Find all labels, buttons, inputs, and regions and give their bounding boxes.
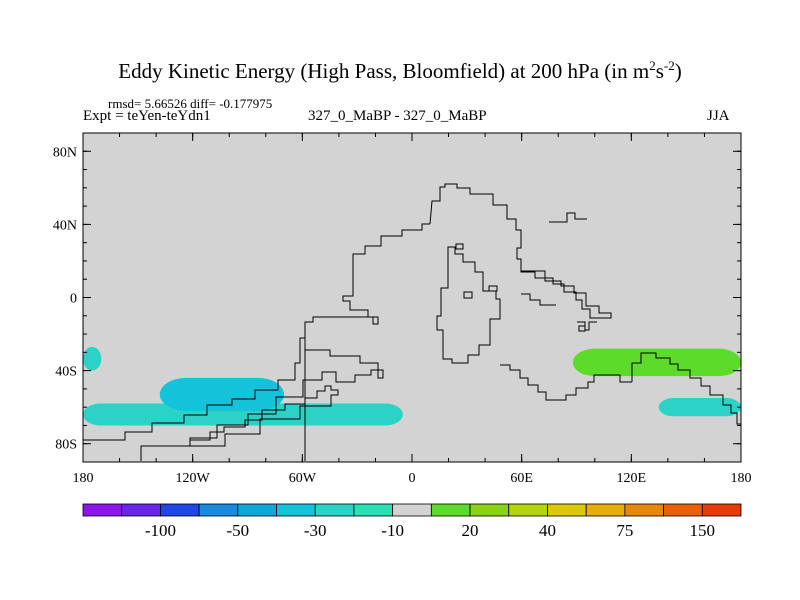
coastline-antarctica-east (631, 352, 741, 425)
y-tick-label: 0 (70, 292, 77, 307)
plot-area: 80N 40N 0 40S 80S 180 120W 60W 0 60E 120E 180 (53, 132, 752, 486)
colorbar-label: -30 (304, 521, 327, 540)
y-tick-label: 80S (55, 438, 77, 453)
chart-title: Eddy Kinetic Energy (High Pass, Bloomfie… (118, 58, 682, 83)
coastline-antarctic-inner (189, 385, 339, 447)
colorbar-swatch (276, 503, 316, 517)
coastlines (83, 183, 741, 461)
x-tick-label: 60W (289, 471, 317, 486)
y-tick-label: 40S (55, 365, 77, 380)
y-axis: 80N 40N 0 40S 80S (53, 145, 741, 453)
colorbar-swatch (469, 503, 510, 517)
colorbar-swatch (701, 503, 742, 517)
colorbar-swatch (585, 503, 626, 517)
colorbar-swatch (314, 503, 355, 517)
coastline-south-america (304, 223, 430, 461)
x-tick-label: 180 (731, 471, 752, 486)
field-region-0 (83, 403, 403, 426)
colorbar-swatch (508, 503, 548, 517)
colorbar-label: -50 (226, 521, 249, 540)
season-label: JJA (707, 108, 730, 124)
x-tick-label: 180 (73, 471, 94, 486)
colorbar-label: -100 (145, 521, 176, 540)
coastline-antarctica-west (500, 364, 632, 401)
colorbar-label: 75 (616, 521, 633, 540)
field-region-1 (159, 377, 285, 411)
coastline-asia-north (549, 212, 587, 223)
run-label: 327_0_MaBP - 327_0_MaBP (308, 108, 487, 124)
coastline-arabia (521, 293, 556, 306)
coastline-africa-south (436, 246, 501, 364)
x-tick-label: 60E (510, 471, 533, 486)
coastline-india (577, 321, 597, 331)
colorbar: -100 -50 -30 -10 20 40 75 150 (82, 503, 742, 540)
x-tick-label: 120W (176, 471, 211, 486)
colorbar-swatch (547, 503, 587, 517)
field-region-4 (658, 398, 741, 417)
colorbar-swatch (198, 503, 239, 517)
x-axis: 180 120W 60W 0 60E 120E 180 (73, 133, 752, 486)
colorbar-label: 20 (462, 521, 479, 540)
colorbar-swatch (82, 503, 123, 517)
stats-label: rmsd= 5.66526 diff= -0.177975 (108, 96, 273, 111)
colorbar-label: 40 (539, 521, 556, 540)
coastline-africa-europe (429, 183, 612, 319)
colorbar-label: 150 (690, 521, 716, 540)
coastline-antarctic-arc (83, 337, 384, 461)
y-tick-label: 80N (53, 145, 77, 160)
colorbar-swatch (430, 503, 471, 517)
colorbar-swatch (624, 503, 664, 517)
colorbar-swatch (160, 503, 200, 517)
colorbar-swatch (663, 503, 703, 517)
x-tick-label: 120E (617, 471, 647, 486)
field-region-3 (572, 348, 741, 377)
y-tick-label: 40N (53, 218, 77, 233)
colorbar-swatch (353, 503, 394, 517)
experiment-label: Expt = teYen-teYdn1 (83, 108, 211, 124)
colorbar-label: -10 (381, 521, 404, 540)
coastline-small-islands (455, 243, 586, 332)
colorbar-swatch (121, 503, 161, 517)
field-layer (83, 346, 741, 426)
colorbar-swatch (392, 503, 432, 517)
colorbar-swatch (237, 503, 277, 517)
x-tick-label: 0 (409, 471, 416, 486)
field-region-2 (83, 346, 102, 371)
